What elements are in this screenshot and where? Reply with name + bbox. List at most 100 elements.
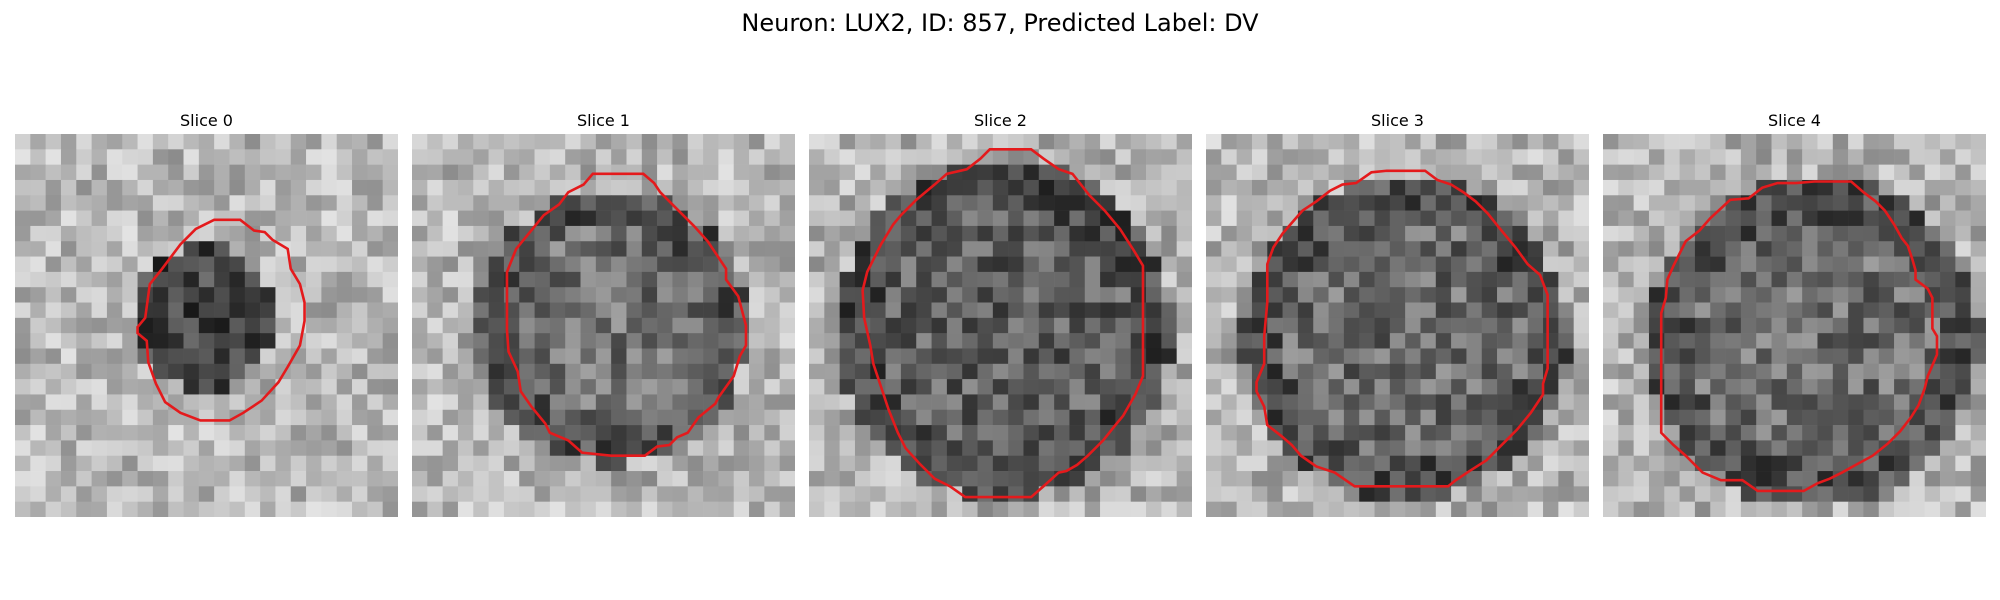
pixel [137,256,154,273]
pixel [641,287,658,303]
pixel [1251,210,1268,227]
pixel [76,440,92,457]
pixel [321,271,338,288]
pixel [152,241,169,257]
pixel [1161,271,1177,288]
pixel [382,363,398,380]
pixel [1786,409,1803,426]
pixel [1206,256,1222,273]
pixel [1648,241,1665,257]
pixel [427,195,443,211]
pixel [457,425,474,441]
pixel [1497,134,1513,150]
pixel [534,271,551,288]
pixel [442,394,459,411]
pixel [15,317,31,334]
pixel [30,164,46,181]
pixel [1466,379,1483,395]
pixel [1374,425,1391,441]
pixel [703,379,719,395]
pixel [992,302,1009,319]
pixel [1374,302,1391,319]
pixel [1710,302,1726,319]
pixel [809,394,825,411]
pixel [1970,179,1986,196]
pixel [1297,287,1314,303]
pixel [336,317,353,334]
pixel [1878,164,1895,181]
pixel [1069,363,1086,380]
pixel [306,333,322,349]
pixel [442,409,459,426]
pixel [1848,440,1864,457]
pixel [1389,440,1406,457]
pixel [412,363,428,380]
pixel [1389,149,1406,165]
pixel [503,134,520,150]
pixel [1359,225,1375,242]
pixel [275,471,292,487]
pixel [1679,394,1696,411]
pixel [1405,225,1421,242]
pixel [1297,348,1314,365]
pixel [321,501,338,517]
pixel [91,333,108,349]
pixel [1206,471,1222,487]
pixel [1359,455,1375,472]
pixel [1451,379,1467,395]
pixel [626,471,643,487]
pixel [534,179,551,196]
pixel [1100,348,1116,365]
pixel [1679,287,1696,303]
pixel [946,501,963,517]
pixel [1878,179,1895,196]
pixel [457,363,474,380]
pixel [1878,348,1895,365]
pixel [595,225,612,242]
pixel [1008,179,1024,196]
pixel [1374,179,1391,196]
pixel [1176,394,1192,411]
pixel [1038,486,1055,502]
pixel [412,425,428,441]
pixel [367,179,383,196]
pixel [488,394,505,411]
pixel [900,455,917,472]
pixel [1802,455,1818,472]
pixel [1955,486,1971,502]
pixel [1558,455,1574,472]
pixel [1282,256,1299,273]
pixel [687,455,704,472]
pixel [1633,256,1650,273]
pixel [870,425,886,441]
pixel [1679,317,1696,334]
pixel [168,501,184,517]
pixel [1023,164,1040,181]
pixel [1802,333,1818,349]
pixel [382,287,398,303]
pixel [229,271,246,288]
pixel [1618,179,1634,196]
pixel [1451,149,1467,165]
pixel [595,210,612,227]
pixel [626,333,643,349]
pixel [1848,241,1864,257]
pixel [91,363,108,380]
pixel [718,363,735,380]
pixel [703,363,719,380]
pixel [1725,379,1742,395]
pixel [1740,379,1757,395]
pixel [1740,302,1757,319]
pixel [1084,225,1101,242]
pixel [76,287,92,303]
pixel [1633,179,1650,196]
pixel [168,471,184,487]
pixel [1558,363,1574,380]
pixel [1497,210,1513,227]
pixel [1573,164,1589,181]
pixel [1817,271,1834,288]
pixel [1251,134,1268,150]
pixel [183,317,200,334]
pixel [1894,471,1910,487]
pixel [1848,486,1864,502]
